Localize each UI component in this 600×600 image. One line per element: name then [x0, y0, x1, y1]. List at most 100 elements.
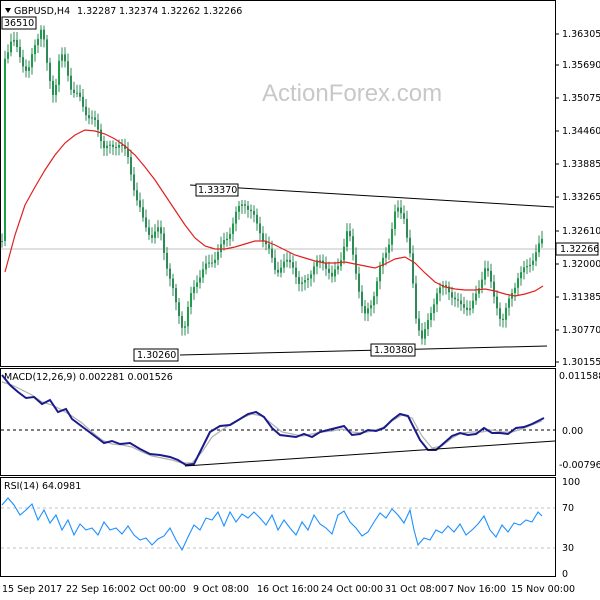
candle-body — [10, 41, 12, 53]
candle-body — [247, 205, 249, 210]
candle-body — [205, 263, 207, 270]
candle-body — [64, 54, 66, 62]
candle-body — [181, 316, 183, 328]
candle-body — [391, 228, 393, 245]
candle-body — [430, 313, 432, 320]
macd-title: MACD(12,26,9) 0.002281 0.001526 — [4, 372, 173, 383]
candle-body — [469, 308, 471, 311]
candle-body — [385, 252, 387, 258]
rsi-panel[interactable] — [0, 477, 556, 577]
time-label: 16 Oct 16:00 — [257, 584, 319, 595]
candle-body — [214, 259, 216, 264]
candle-body — [67, 61, 69, 76]
candle-body — [151, 234, 153, 238]
macd-level-label: -0.007961 — [559, 460, 600, 471]
watermark: ActionForex.com — [262, 80, 442, 107]
candle-body — [415, 283, 417, 319]
time-label: 2 Oct 00:00 — [130, 584, 186, 595]
price-panel[interactable] — [0, 0, 556, 367]
candle-body — [532, 260, 534, 265]
candle-body — [283, 261, 285, 268]
macd-panel[interactable] — [0, 368, 556, 476]
candle-body — [445, 285, 447, 287]
price-axis: 1.36305 1.35690 1.35075 1.34460 1.33885 … — [555, 29, 600, 368]
candle-body — [424, 329, 426, 339]
candle-body — [337, 266, 339, 270]
candle-body — [331, 272, 333, 277]
candle-body — [16, 39, 18, 48]
candle-body — [103, 141, 105, 149]
candle-body — [436, 293, 438, 305]
time-label: 24 Oct 00:00 — [321, 584, 383, 595]
candle-body — [43, 29, 45, 40]
candle-body — [46, 39, 48, 63]
candle-body — [451, 292, 453, 298]
candle-body — [256, 214, 258, 224]
candle-body — [94, 117, 96, 120]
candle-body — [472, 300, 474, 309]
candle-body — [178, 302, 180, 317]
candle-body — [310, 274, 312, 279]
candle-body — [403, 213, 405, 219]
candle-body — [412, 253, 414, 284]
candle-body — [289, 259, 291, 263]
candle-body — [484, 268, 486, 280]
annotation-text: 1.30380 — [374, 345, 413, 356]
candle-body — [409, 237, 411, 254]
candle-body — [25, 66, 27, 71]
candle-body — [373, 296, 375, 306]
descending-trendline — [189, 184, 555, 208]
time-label: 9 Oct 08:00 — [193, 584, 249, 595]
candle-body — [307, 278, 309, 281]
candle-body — [184, 326, 186, 328]
macd-level-label: 0.00 — [562, 426, 583, 437]
candle-body — [526, 266, 528, 268]
candle-body — [160, 227, 162, 234]
candle-body — [400, 207, 402, 214]
candle-body — [55, 84, 57, 96]
collapse-triangle-icon[interactable] — [5, 8, 11, 13]
candle-body — [541, 238, 543, 244]
candle-body — [127, 148, 129, 158]
candle-body — [370, 305, 372, 309]
candle-body — [271, 248, 273, 258]
candle-body — [175, 288, 177, 303]
rsi-axis: 100 70 30 0 — [562, 477, 580, 580]
candle-body — [259, 223, 261, 234]
macd-trendline — [184, 440, 556, 467]
annotation-text: 36510 — [4, 18, 34, 29]
candle-body — [250, 209, 252, 212]
candle-body — [241, 204, 243, 206]
candle-body — [196, 282, 198, 287]
annotation-low-right: 1.30380 — [370, 343, 416, 357]
candle-body — [502, 318, 504, 320]
candle-body — [199, 277, 201, 283]
price-label: 1.32610 — [562, 226, 600, 237]
candle-body — [334, 269, 336, 277]
candle-body — [487, 268, 489, 271]
candle-body — [1, 240, 3, 242]
candle-body — [421, 330, 423, 339]
candle-body — [367, 308, 369, 314]
candle-body — [265, 240, 267, 245]
candle-body — [343, 246, 345, 261]
candle-body — [520, 272, 522, 279]
candle-body — [313, 266, 315, 275]
candle-body — [76, 92, 78, 94]
candle-body — [52, 80, 54, 96]
candle-body — [169, 268, 171, 279]
annotation-high-mid: 1.33370 — [195, 183, 239, 197]
candle-body — [352, 236, 354, 255]
candle-body — [325, 263, 327, 269]
price-label: 1.33885 — [562, 159, 600, 170]
candle-body — [88, 115, 90, 119]
candle-body — [433, 304, 435, 314]
candle-body — [223, 240, 225, 245]
rsi-level-label: 30 — [562, 543, 574, 554]
candle-body — [490, 270, 492, 282]
candle-body — [70, 75, 72, 90]
candle-body — [79, 92, 81, 97]
candle-body — [397, 207, 399, 212]
candle-body — [235, 211, 237, 224]
